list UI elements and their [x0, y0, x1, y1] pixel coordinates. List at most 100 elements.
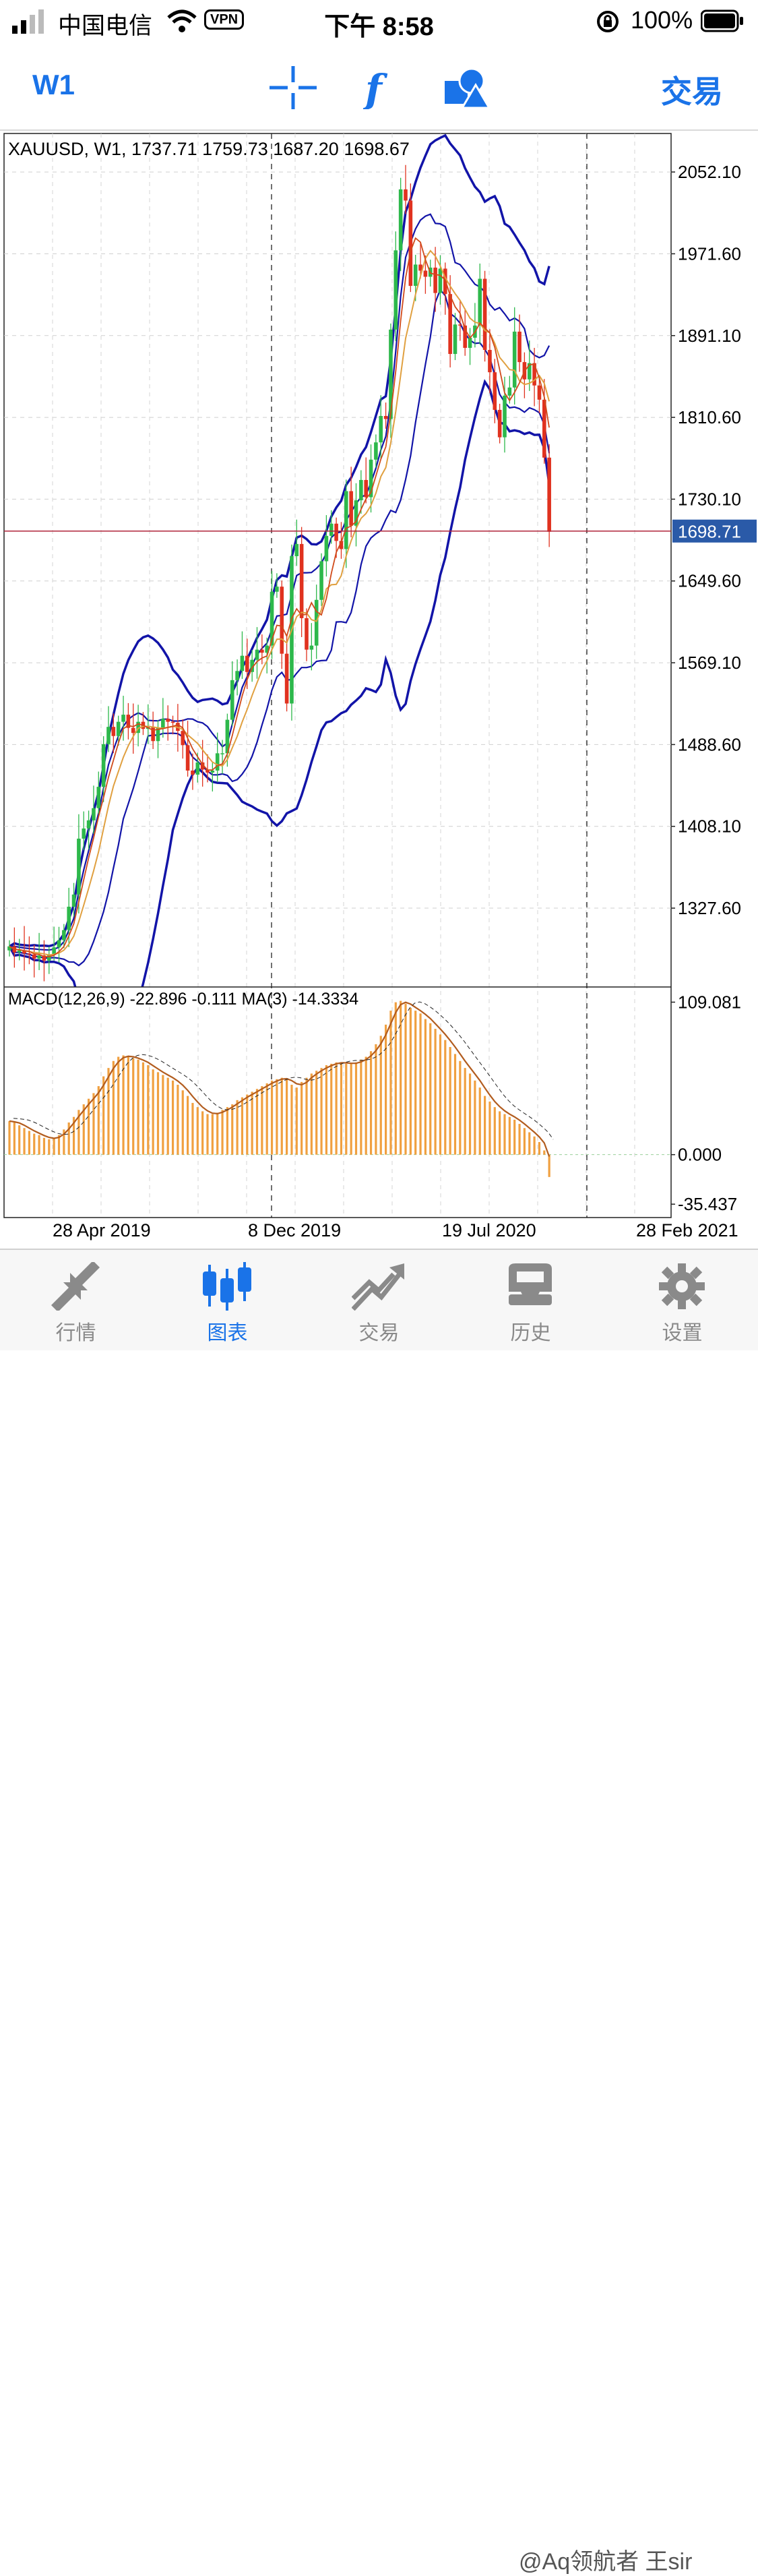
- macd-bar: [513, 1119, 516, 1155]
- candle-body: [339, 541, 344, 549]
- candle-body: [17, 950, 22, 953]
- candle-body: [131, 727, 135, 733]
- candle-body: [265, 645, 269, 653]
- macd-bar: [127, 1056, 129, 1155]
- price-axis-label: 1327.60: [678, 898, 741, 918]
- tab-chart[interactable]: 图表: [152, 1250, 303, 1350]
- carrier-name: 中国电信: [58, 13, 153, 39]
- candle-body: [349, 491, 353, 526]
- tab-trade[interactable]: 交易: [303, 1250, 455, 1350]
- macd-bar: [191, 1102, 194, 1155]
- macd-bar: [8, 1120, 11, 1155]
- candle-body: [170, 721, 175, 723]
- candle-body: [67, 906, 71, 930]
- macd-bar: [484, 1096, 486, 1155]
- trade-button[interactable]: 交易: [661, 74, 723, 109]
- candle-body: [458, 324, 462, 326]
- macd-bar: [33, 1133, 36, 1155]
- candle-body: [42, 955, 46, 961]
- macd-bar: [270, 1080, 274, 1155]
- macd-axis-label: 0.000: [678, 1145, 722, 1165]
- candle-body: [478, 278, 482, 326]
- candle-body: [314, 599, 319, 646]
- tab-history[interactable]: 历史: [455, 1250, 606, 1350]
- ma-fast-line: [9, 237, 550, 958]
- candle-body: [423, 270, 428, 277]
- indicator-f-icon[interactable]: f: [357, 66, 404, 109]
- macd-bar: [389, 1011, 392, 1155]
- candle-body: [136, 721, 140, 733]
- macd-bar: [251, 1091, 253, 1155]
- price-chart[interactable]: 2052.10 1971.60 1891.10 1810.60 1730.10 1649.…: [0, 129, 758, 1249]
- candle-body: [418, 264, 422, 271]
- macd-bar: [369, 1051, 373, 1155]
- macd-bar: [464, 1068, 466, 1155]
- candle-body: [547, 457, 551, 532]
- candle-body: [62, 930, 66, 940]
- macd-bar: [265, 1083, 268, 1155]
- macd-bar: [419, 1013, 422, 1155]
- candle-body: [398, 189, 403, 251]
- macd-bar: [379, 1036, 382, 1155]
- candle-body: [433, 267, 437, 293]
- candle-body: [47, 954, 51, 961]
- macd-bar: [468, 1073, 472, 1155]
- candle-body: [206, 769, 210, 773]
- price-axis-label: 1488.60: [678, 734, 741, 754]
- macd-bar: [132, 1058, 135, 1155]
- candle-body: [240, 655, 245, 671]
- macd-bar: [236, 1100, 239, 1155]
- candle-body: [200, 762, 205, 770]
- macd-bar: [286, 1079, 288, 1155]
- chart-area[interactable]: 2052.10 1971.60 1891.10 1810.60 1730.10 1649.…: [0, 129, 758, 1249]
- candle-body: [280, 587, 284, 654]
- candle-body: [225, 719, 230, 754]
- candle-body: [537, 385, 542, 400]
- macd-bar: [414, 1011, 417, 1155]
- macd-bar: [320, 1068, 323, 1155]
- tab-quotes[interactable]: 行情: [0, 1250, 152, 1350]
- candle-body: [507, 387, 512, 396]
- time-axis-label: 19 Jul 2020: [442, 1220, 536, 1240]
- candle-body: [463, 325, 467, 349]
- timeframe-button[interactable]: W1: [32, 69, 75, 100]
- macd-bar: [67, 1122, 70, 1155]
- macd-bar: [107, 1068, 110, 1155]
- macd-bar: [276, 1079, 278, 1155]
- candle-body: [319, 561, 323, 600]
- crosshair-icon[interactable]: [270, 66, 317, 109]
- time-axis-label: 28 Feb 2021: [636, 1220, 738, 1240]
- orientation-lock-icon: [597, 11, 619, 32]
- candle-body: [181, 731, 185, 746]
- candle-body: [364, 479, 368, 498]
- candle-body: [116, 721, 121, 736]
- macd-bar: [533, 1136, 536, 1155]
- macd-bar: [340, 1062, 343, 1155]
- current-price-tag: [672, 519, 757, 543]
- candle-body: [166, 719, 170, 722]
- macd-bar: [38, 1135, 40, 1155]
- candle-body: [27, 953, 32, 955]
- candle-body: [393, 250, 398, 330]
- candle-body: [101, 744, 106, 787]
- history-icon: [509, 1263, 552, 1305]
- battery-icon: [701, 9, 743, 32]
- candle-body: [324, 535, 329, 562]
- bollinger-lower-line: [8, 379, 550, 987]
- price-axis-label: 1408.10: [678, 816, 741, 837]
- price-axis-label: 1810.60: [678, 407, 741, 427]
- chart-frame: [3, 133, 672, 1218]
- candle-body: [299, 543, 304, 618]
- candle-body: [369, 459, 373, 498]
- candle-body: [215, 753, 220, 771]
- macd-bar: [429, 1023, 432, 1155]
- macd-bar: [246, 1094, 249, 1155]
- tab-settings[interactable]: 设置: [606, 1250, 758, 1350]
- candle-body: [161, 719, 165, 728]
- candle-body: [235, 671, 239, 680]
- candle-body: [453, 324, 457, 355]
- macd-bar: [518, 1124, 521, 1155]
- objects-icon[interactable]: [442, 66, 489, 109]
- macd-bar: [453, 1054, 457, 1155]
- macd-bar: [196, 1107, 199, 1155]
